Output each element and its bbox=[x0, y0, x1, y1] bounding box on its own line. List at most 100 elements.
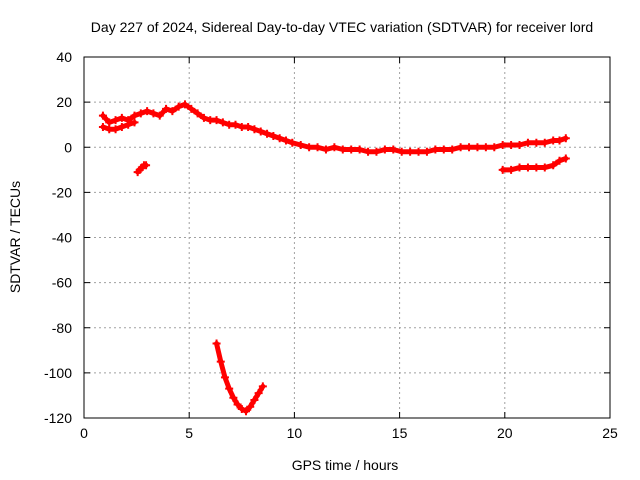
data-point bbox=[143, 107, 152, 116]
data-point bbox=[124, 120, 133, 129]
data-point bbox=[231, 120, 240, 129]
data-point bbox=[225, 384, 234, 393]
data-point bbox=[149, 109, 158, 118]
data-point bbox=[256, 127, 265, 136]
data-point bbox=[330, 143, 339, 152]
data-point bbox=[168, 107, 177, 116]
data-point bbox=[199, 113, 208, 122]
data-point bbox=[212, 339, 221, 348]
data-point bbox=[389, 145, 398, 154]
data-point bbox=[555, 156, 564, 165]
data-point bbox=[216, 357, 225, 366]
y-tick-label: -40 bbox=[52, 230, 72, 246]
y-tick-label: -100 bbox=[44, 365, 72, 381]
data-point bbox=[288, 138, 297, 147]
y-tick-label: 20 bbox=[56, 94, 72, 110]
data-point bbox=[321, 145, 330, 154]
data-point bbox=[250, 395, 259, 404]
data-point bbox=[347, 145, 356, 154]
data-point bbox=[212, 116, 221, 125]
data-point bbox=[162, 104, 171, 113]
data-point bbox=[275, 134, 284, 143]
data-point bbox=[263, 129, 272, 138]
data-point bbox=[490, 143, 499, 152]
series-short-arc bbox=[133, 161, 151, 177]
x-axis-label: GPS time / hours bbox=[292, 457, 399, 473]
data-point bbox=[105, 118, 114, 127]
data-point bbox=[338, 145, 347, 154]
data-point bbox=[523, 163, 532, 172]
data-point bbox=[561, 154, 570, 163]
data-point bbox=[313, 143, 322, 152]
data-point bbox=[258, 382, 267, 391]
data-point bbox=[555, 136, 564, 145]
data-point bbox=[117, 122, 126, 131]
data-point bbox=[364, 147, 373, 156]
data-point bbox=[218, 118, 227, 127]
y-tick-label: -60 bbox=[52, 275, 72, 291]
data-point bbox=[98, 122, 107, 131]
x-tick-label: 0 bbox=[80, 425, 88, 441]
data-point bbox=[498, 165, 507, 174]
data-point bbox=[142, 161, 151, 170]
data-point bbox=[448, 145, 457, 154]
chart-title: Day 227 of 2024, Sidereal Day-to-day VTE… bbox=[91, 19, 593, 35]
series-trace bbox=[100, 101, 569, 155]
series-deep-dip-arc bbox=[212, 339, 267, 416]
data-point bbox=[465, 143, 474, 152]
series-lower-band-early bbox=[98, 118, 139, 134]
data-point bbox=[507, 165, 516, 174]
data-point bbox=[237, 404, 246, 413]
data-point bbox=[244, 122, 253, 131]
data-point bbox=[532, 163, 541, 172]
data-point bbox=[406, 147, 415, 156]
data-point bbox=[130, 118, 139, 127]
y-tick-label: 0 bbox=[64, 139, 72, 155]
data-point bbox=[305, 143, 314, 152]
data-point bbox=[515, 163, 524, 172]
data-point bbox=[130, 111, 139, 120]
data-points bbox=[98, 100, 570, 416]
y-tick-label: -120 bbox=[44, 410, 72, 426]
data-point bbox=[422, 147, 431, 156]
data-point bbox=[254, 389, 263, 398]
data-point bbox=[456, 143, 465, 152]
data-point bbox=[174, 102, 183, 111]
x-tick-label: 25 bbox=[602, 425, 618, 441]
data-point bbox=[561, 134, 570, 143]
data-point bbox=[246, 402, 255, 411]
series-late-negative-arc bbox=[498, 154, 570, 174]
series-main-trend bbox=[98, 100, 570, 156]
x-tick-label: 10 bbox=[287, 425, 303, 441]
data-point bbox=[507, 140, 516, 149]
y-axis-label: SDTVAR / TECUs bbox=[7, 181, 23, 293]
data-point bbox=[250, 125, 259, 134]
data-point bbox=[414, 147, 423, 156]
data-point bbox=[372, 147, 381, 156]
data-point bbox=[193, 109, 202, 118]
data-point bbox=[549, 161, 558, 170]
y-tick-label: -20 bbox=[52, 184, 72, 200]
grid bbox=[84, 57, 610, 418]
data-point bbox=[439, 145, 448, 154]
data-point bbox=[98, 111, 107, 120]
data-point bbox=[540, 163, 549, 172]
data-point bbox=[117, 113, 126, 122]
x-tick-label: 5 bbox=[185, 425, 193, 441]
y-tick-label: -80 bbox=[52, 320, 72, 336]
data-point bbox=[431, 145, 440, 154]
data-point bbox=[180, 100, 189, 109]
data-point bbox=[481, 143, 490, 152]
data-point bbox=[540, 138, 549, 147]
data-point bbox=[233, 400, 242, 409]
x-tick-label: 20 bbox=[497, 425, 513, 441]
data-point bbox=[269, 131, 278, 140]
data-point bbox=[515, 140, 524, 149]
data-point bbox=[187, 104, 196, 113]
data-point bbox=[355, 145, 364, 154]
data-point bbox=[155, 111, 164, 120]
data-point bbox=[111, 116, 120, 125]
data-point bbox=[397, 147, 406, 156]
data-point bbox=[136, 109, 145, 118]
